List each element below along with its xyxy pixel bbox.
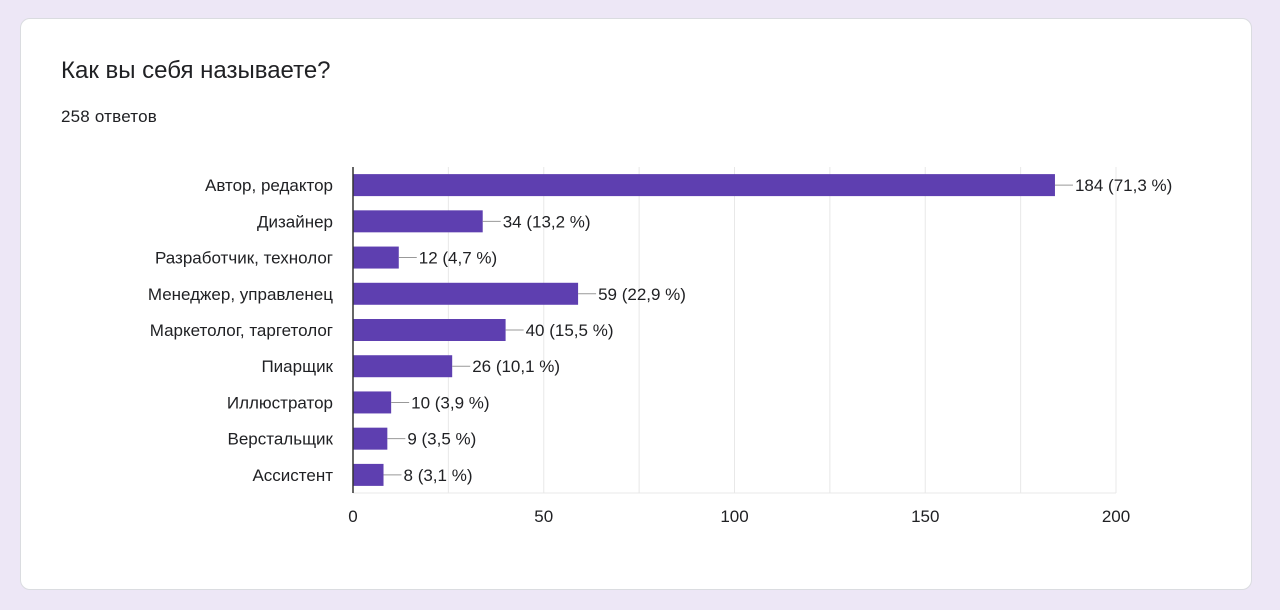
x-tick-label: 200	[1102, 507, 1130, 526]
data-label: 59 (22,9 %)	[598, 285, 686, 304]
bar	[353, 319, 506, 341]
x-tick-label: 0	[348, 507, 357, 526]
category-label: Верстальщик	[228, 430, 334, 449]
response-count: 258 ответов	[61, 107, 157, 126]
question-card: Как вы себя называете? 258 ответов	[20, 18, 1252, 590]
bar	[353, 391, 392, 414]
category-label: Пиарщик	[261, 357, 333, 376]
bar	[353, 174, 1055, 197]
data-label: 8 (3,1 %)	[404, 466, 473, 485]
category-label: Разработчик, технолог	[155, 249, 333, 268]
data-label: 40 (15,5 %)	[526, 321, 614, 340]
question-title: Как вы себя называете?	[61, 57, 331, 84]
data-label: 10 (3,9 %)	[411, 393, 489, 412]
bar	[353, 210, 483, 233]
x-tick-label: 50	[534, 507, 553, 526]
bar	[353, 355, 453, 378]
bar	[353, 463, 384, 486]
category-label: Ассистент	[252, 466, 333, 485]
data-label: 34 (13,2 %)	[503, 212, 591, 231]
data-label: 26 (10,1 %)	[472, 357, 560, 376]
data-label: 9 (3,5 %)	[407, 430, 476, 449]
bar	[353, 427, 388, 450]
x-tick-label: 150	[911, 507, 939, 526]
bar	[353, 282, 579, 305]
category-label: Автор, редактор	[205, 176, 333, 195]
x-tick-label: 100	[720, 507, 748, 526]
data-label: 184 (71,3 %)	[1075, 176, 1172, 195]
data-label: 12 (4,7 %)	[419, 249, 497, 268]
category-label: Маркетолог, таргетолог	[150, 321, 333, 340]
category-label: Дизайнер	[257, 212, 333, 231]
bar	[353, 246, 399, 269]
category-label: Иллюстратор	[227, 393, 333, 412]
category-label: Менеджер, управленец	[148, 285, 333, 304]
